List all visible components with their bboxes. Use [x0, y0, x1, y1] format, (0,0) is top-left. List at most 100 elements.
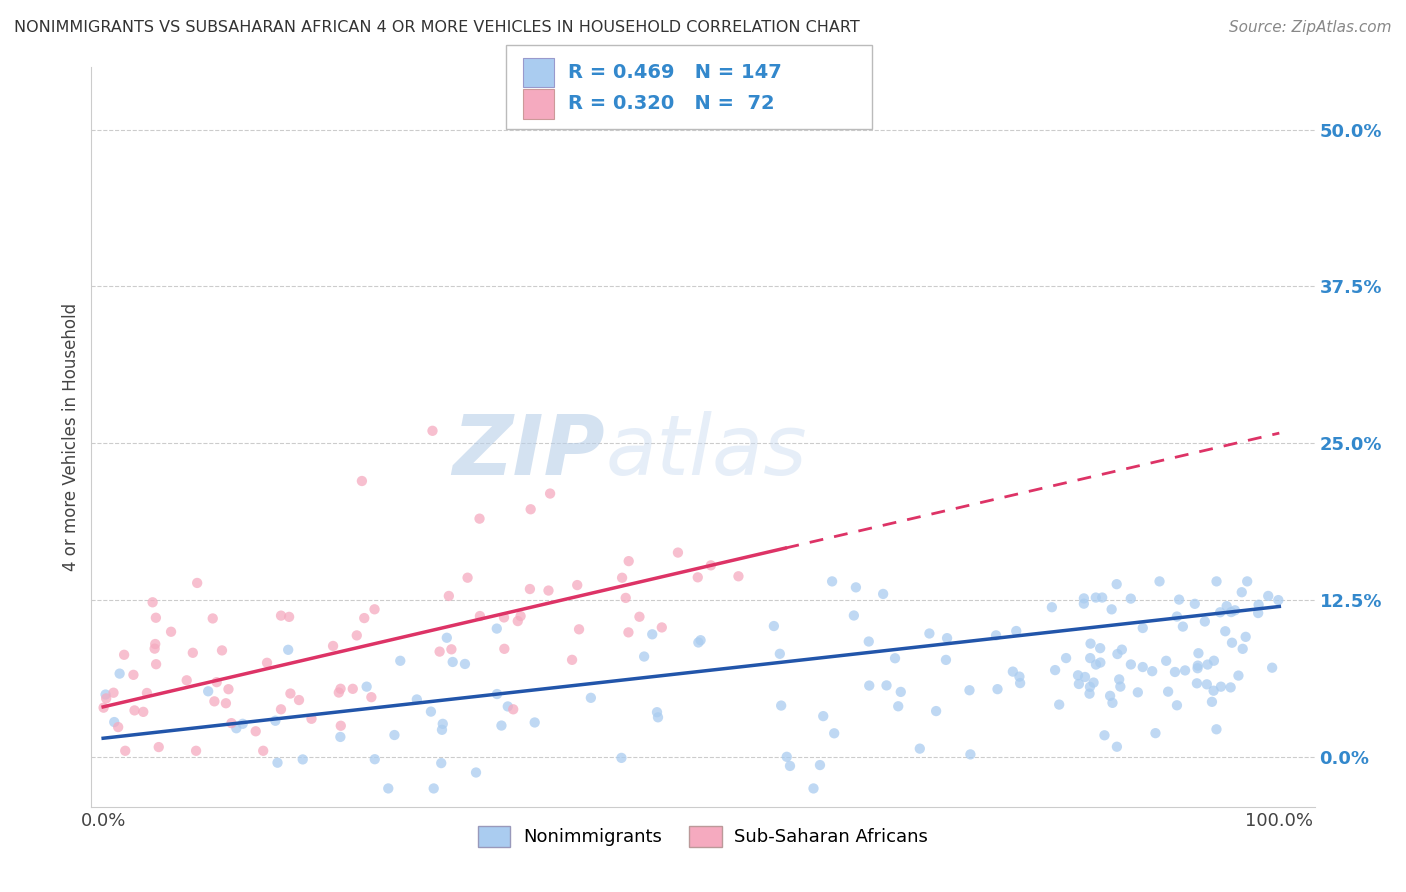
Point	[136, 686, 159, 700]
Point	[1234, 630, 1257, 644]
Point	[858, 679, 880, 693]
Point	[1227, 668, 1250, 682]
Point	[1166, 698, 1188, 713]
Point	[1215, 599, 1237, 614]
Point	[1157, 684, 1180, 698]
Point	[1194, 615, 1216, 629]
Point	[221, 716, 243, 731]
Point	[1047, 698, 1070, 712]
Point	[436, 631, 458, 645]
Point	[700, 558, 723, 573]
Point	[762, 619, 785, 633]
Point	[617, 625, 640, 640]
Point	[1107, 647, 1129, 661]
Point	[329, 719, 352, 733]
Point	[350, 474, 373, 488]
Point	[437, 589, 460, 603]
Point	[301, 712, 323, 726]
Point	[925, 704, 948, 718]
Point	[770, 698, 793, 713]
Point	[465, 765, 488, 780]
Point	[364, 752, 387, 766]
Point	[124, 703, 146, 717]
Point	[176, 673, 198, 688]
Point	[377, 781, 399, 796]
Point	[519, 502, 541, 516]
Point	[628, 609, 651, 624]
Point	[1209, 605, 1232, 619]
Point	[1073, 597, 1095, 611]
Point	[1119, 657, 1142, 672]
Point	[1078, 680, 1101, 694]
Point	[277, 642, 299, 657]
Point	[264, 714, 287, 728]
Text: Source: ZipAtlas.com: Source: ZipAtlas.com	[1229, 20, 1392, 35]
Point	[1185, 676, 1208, 690]
Point	[821, 574, 844, 589]
Point	[1010, 676, 1032, 690]
Point	[1073, 591, 1095, 606]
Point	[519, 582, 541, 596]
Point	[356, 680, 378, 694]
Point	[93, 700, 115, 714]
Point	[145, 657, 167, 672]
Point	[1220, 636, 1243, 650]
Point	[1236, 574, 1258, 589]
Point	[614, 591, 637, 605]
Point	[647, 710, 669, 724]
Point	[184, 744, 207, 758]
Point	[1166, 609, 1188, 624]
Point	[342, 681, 364, 696]
Point	[1184, 597, 1206, 611]
Point	[1008, 670, 1031, 684]
Point	[1202, 683, 1225, 698]
Point	[641, 627, 664, 641]
Point	[1209, 680, 1232, 694]
Point	[142, 595, 165, 609]
Point	[727, 569, 749, 583]
Point	[908, 741, 931, 756]
Point	[114, 744, 136, 758]
Point	[537, 583, 560, 598]
Point	[422, 424, 444, 438]
Point	[419, 705, 441, 719]
Text: NONIMMIGRANTS VS SUBSAHARAN AFRICAN 4 OR MORE VEHICLES IN HOUSEHOLD CORRELATION : NONIMMIGRANTS VS SUBSAHARAN AFRICAN 4 OR…	[14, 20, 860, 35]
Point	[112, 648, 135, 662]
Point	[270, 608, 292, 623]
Point	[1126, 685, 1149, 699]
Point	[346, 628, 368, 642]
Point	[280, 686, 302, 700]
Point	[1080, 637, 1102, 651]
Point	[108, 666, 131, 681]
Point	[1132, 621, 1154, 635]
Point	[1174, 664, 1197, 678]
Point	[506, 614, 529, 628]
Point	[1099, 689, 1122, 703]
Point	[688, 635, 710, 649]
Point	[1168, 592, 1191, 607]
Point	[633, 649, 655, 664]
Text: ZIP: ZIP	[453, 411, 605, 492]
Point	[384, 728, 406, 742]
Point	[959, 683, 981, 698]
Point	[441, 655, 464, 669]
Point	[1219, 681, 1241, 695]
Point	[491, 718, 513, 732]
Point	[579, 690, 602, 705]
Point	[918, 626, 941, 640]
Point	[457, 571, 479, 585]
Point	[486, 687, 509, 701]
Point	[1171, 619, 1194, 633]
Point	[389, 654, 412, 668]
Point	[329, 730, 352, 744]
Point	[610, 571, 633, 585]
Point	[94, 688, 117, 702]
Point	[405, 692, 427, 706]
Point	[887, 699, 910, 714]
Point	[1140, 664, 1163, 678]
Text: atlas: atlas	[605, 411, 807, 492]
Point	[858, 634, 880, 648]
Point	[181, 646, 204, 660]
Point	[803, 781, 825, 796]
Point	[1084, 591, 1107, 605]
